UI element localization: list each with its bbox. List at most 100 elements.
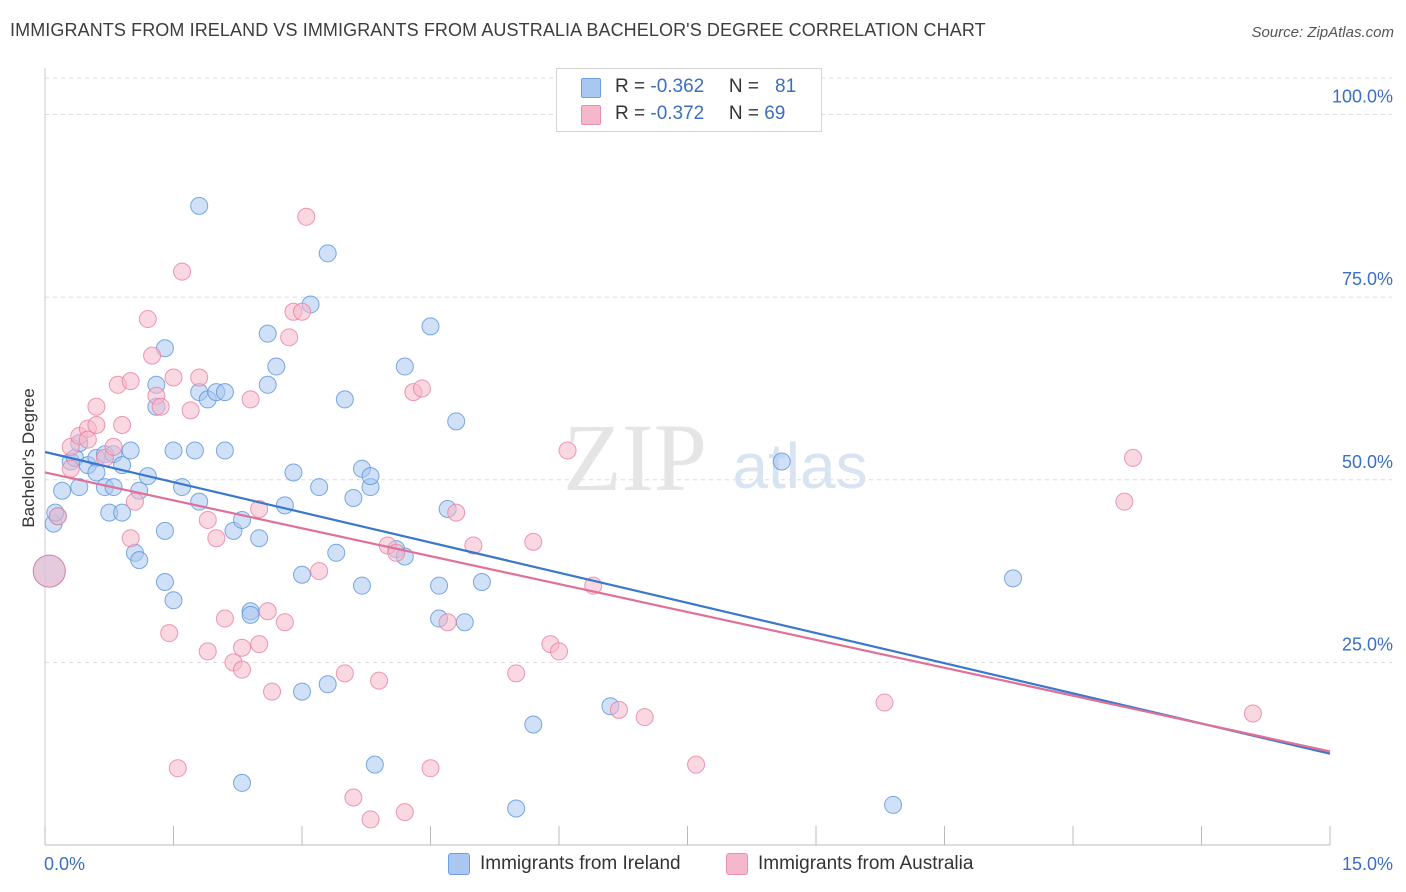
point-australia [344, 788, 363, 807]
point-australia [32, 554, 66, 588]
point-ireland [365, 755, 384, 774]
n-value-australia: 69 [764, 103, 786, 124]
point-australia [875, 693, 894, 712]
point-australia [635, 708, 654, 727]
r-label: R = [615, 103, 651, 124]
point-ireland [344, 489, 363, 508]
point-australia [198, 642, 217, 661]
point-ireland [267, 357, 286, 376]
point-australia [275, 613, 294, 632]
point-australia [1115, 492, 1134, 511]
point-ireland [190, 196, 209, 215]
x-tick-label-min: 0.0% [44, 854, 85, 874]
point-ireland [335, 390, 354, 409]
legend-swatch-ireland [448, 853, 470, 875]
point-ireland [284, 463, 303, 482]
point-australia [280, 328, 299, 347]
point-australia [507, 664, 526, 683]
point-australia [395, 803, 414, 822]
point-australia [143, 346, 162, 365]
point-australia [609, 700, 628, 719]
x-tick-label-max: 15.0% [1342, 854, 1393, 874]
point-ireland [215, 383, 234, 402]
point-australia [550, 642, 568, 661]
point-australia [121, 372, 140, 391]
point-australia [215, 609, 234, 628]
point-australia [190, 368, 209, 387]
point-australia [241, 390, 260, 409]
point-australia [160, 624, 179, 643]
y-tick-label: 50.0% [1342, 452, 1393, 472]
point-ireland [318, 675, 337, 694]
stats-box: R = -0.362 N = 81 R = -0.372 N = 69 [556, 68, 822, 132]
point-australia [121, 529, 140, 548]
point-australia [138, 310, 157, 329]
point-ireland [215, 441, 234, 460]
point-australia [412, 379, 431, 398]
legend-label-ireland: Immigrants from Ireland [480, 853, 681, 874]
point-australia [524, 532, 543, 551]
n-label: N = [728, 103, 765, 124]
stats-swatch-australia [581, 105, 601, 125]
point-ireland [241, 605, 260, 624]
point-australia [263, 682, 282, 701]
point-ireland [173, 478, 192, 497]
point-australia [87, 415, 106, 434]
trend-line-ireland [44, 450, 1331, 755]
point-australia [48, 507, 67, 526]
watermark-atlas: atlas [732, 430, 867, 502]
y-tick-label: 75.0% [1342, 269, 1393, 289]
point-ireland [447, 412, 466, 431]
trend-line-australia [44, 471, 1331, 753]
point-ireland [455, 613, 474, 632]
point-ireland [164, 591, 183, 610]
legend-label-australia: Immigrants from Australia [758, 853, 974, 874]
y-axis-label: Bachelor's Degree [19, 388, 38, 527]
grid-lines [45, 77, 1392, 663]
point-australia [1123, 448, 1142, 467]
chart-title: IMMIGRANTS FROM IRELAND VS IMMIGRANTS FR… [10, 20, 986, 40]
point-australia [164, 368, 183, 387]
source-label: Source: ZipAtlas.com [1251, 24, 1394, 41]
point-australia [421, 759, 440, 778]
y-tick-label: 25.0% [1342, 634, 1393, 654]
point-ireland [472, 573, 491, 592]
point-ireland [130, 551, 149, 570]
point-australia [104, 437, 123, 456]
point-australia [370, 671, 389, 690]
point-australia [87, 397, 106, 416]
point-australia [297, 207, 316, 226]
point-ireland [258, 324, 277, 343]
stats-swatch-ireland [581, 78, 601, 98]
point-ireland [293, 565, 311, 584]
point-ireland [395, 357, 414, 376]
point-ireland [884, 795, 903, 814]
y-tick-label: 100.0% [1332, 87, 1393, 107]
r-label: R = [615, 76, 651, 97]
point-australia [250, 499, 269, 518]
point-ireland [155, 573, 174, 592]
axes [44, 68, 1331, 846]
point-ireland [155, 521, 174, 540]
point-australia [687, 755, 706, 774]
point-ireland [1004, 569, 1023, 588]
point-australia [173, 262, 192, 281]
point-australia [335, 664, 354, 683]
point-ireland [113, 503, 132, 522]
point-ireland [421, 317, 440, 336]
point-australia [233, 660, 252, 679]
point-ireland [327, 543, 346, 562]
point-ireland [258, 375, 277, 394]
point-australia [438, 613, 457, 632]
point-ireland [53, 481, 72, 500]
point-ireland [772, 452, 791, 471]
point-australia [207, 529, 226, 548]
point-ireland [524, 715, 543, 734]
point-australia [125, 492, 144, 511]
point-australia [250, 635, 269, 654]
point-australia [198, 510, 217, 529]
point-australia [181, 401, 200, 420]
point-ireland [361, 467, 380, 486]
point-australia [258, 602, 277, 621]
